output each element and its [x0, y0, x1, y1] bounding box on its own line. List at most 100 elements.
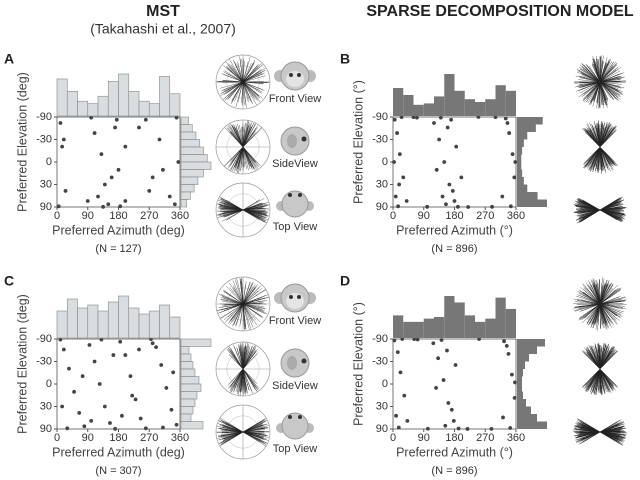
point [398, 370, 403, 375]
point [476, 115, 481, 119]
point [123, 353, 128, 357]
point [130, 393, 135, 398]
point [400, 337, 405, 341]
point [171, 370, 176, 375]
y-hist-bar [180, 368, 196, 377]
y-axis-label: Preferred Elevation (°) [351, 80, 365, 204]
x-hist-bar [159, 76, 171, 117]
point [392, 117, 397, 122]
point [445, 125, 450, 130]
point [510, 152, 515, 157]
point [106, 202, 111, 207]
y-hist-bar [180, 406, 194, 415]
y-tick-label: -30 [36, 355, 52, 367]
monkey-icon [280, 126, 310, 156]
y-tick-label: -90 [372, 333, 388, 345]
point [143, 117, 148, 122]
point [397, 152, 402, 157]
y-hist-bar [517, 406, 531, 414]
x-tick-label: 0 [54, 432, 60, 444]
x-tick-label: 0 [390, 210, 396, 222]
point [445, 348, 449, 353]
y-hist-bar [517, 162, 522, 170]
y-hist-bar [517, 124, 536, 132]
x-hist-bar [148, 310, 160, 339]
direction-line [585, 132, 615, 162]
y-tick-label: 90 [40, 201, 52, 213]
point [489, 426, 494, 431]
point [513, 380, 517, 385]
point [502, 339, 506, 344]
x-hist-bar [485, 318, 496, 338]
y-hist-bar [517, 177, 524, 185]
y-hist-bar [180, 161, 212, 170]
eye [297, 73, 301, 77]
point [58, 121, 63, 125]
point [102, 182, 107, 187]
y-hist-bar [180, 191, 191, 200]
x-tick-label: 360 [171, 432, 189, 444]
panel-label: B [340, 51, 350, 67]
x-hist-bar [423, 103, 434, 116]
y-hist-bar [180, 169, 204, 178]
x-hist-bar [159, 304, 171, 339]
left-subtitle: (Takahashi et al., 2007) [90, 21, 236, 37]
point [97, 382, 102, 386]
point [159, 363, 164, 367]
point [99, 152, 104, 157]
point [395, 350, 400, 355]
left-title: MST [146, 3, 180, 20]
panel-label: D [340, 273, 350, 289]
point [96, 194, 100, 199]
point [505, 121, 510, 125]
x-hist-bar [444, 74, 455, 116]
point [513, 160, 518, 164]
y-hist-bar [517, 421, 547, 429]
y-tick-label: 0 [46, 378, 52, 390]
point [114, 117, 119, 122]
x-hist-bar [475, 102, 486, 116]
x-tick-label: 180 [445, 432, 463, 444]
point [113, 125, 117, 130]
point [109, 175, 114, 180]
point [133, 397, 138, 402]
eye [298, 415, 302, 419]
point [101, 204, 106, 209]
point [393, 194, 398, 199]
head [281, 412, 309, 440]
x-tick-label: 180 [445, 210, 463, 222]
point [116, 167, 121, 172]
point [138, 416, 143, 421]
point [89, 418, 94, 423]
point [396, 204, 401, 209]
point [404, 199, 409, 203]
y-hist-bar [517, 399, 526, 407]
panel-label: A [4, 51, 14, 67]
x-hist-bar [128, 90, 140, 117]
y-tick-label: 0 [382, 378, 388, 390]
point [137, 347, 141, 352]
point [147, 189, 152, 193]
point [432, 121, 436, 125]
x-hist-bar [454, 90, 465, 116]
x-hist-bar [464, 99, 475, 116]
point [452, 199, 457, 203]
monkey-icon [280, 348, 310, 378]
point [415, 337, 420, 342]
point [61, 347, 66, 352]
x-hist-bar [56, 78, 68, 117]
point [63, 189, 68, 193]
view-label: Front View [269, 93, 321, 105]
y-hist-bar [180, 184, 195, 193]
point [508, 426, 513, 430]
point [504, 343, 509, 348]
x-hist-bar [148, 103, 160, 117]
point [82, 424, 87, 429]
point [123, 144, 128, 149]
x-hist-bar [118, 73, 130, 117]
point [466, 205, 471, 209]
point [77, 411, 82, 415]
point [447, 182, 452, 187]
y-hist-bar [517, 132, 528, 140]
